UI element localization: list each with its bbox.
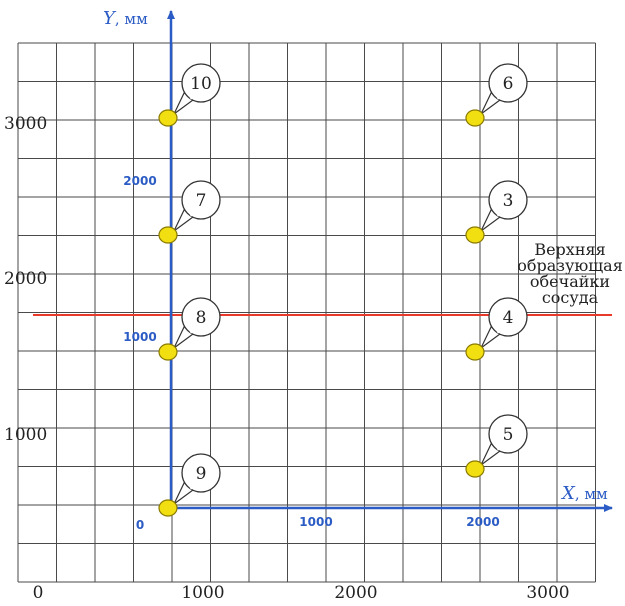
callout-seam	[492, 323, 501, 334]
callout-seam	[492, 440, 501, 451]
inner-x-tick-label: 1000	[299, 515, 332, 529]
generatrix-label-line: Верхняя	[534, 240, 605, 259]
inner-origin-label: 0	[136, 518, 144, 532]
generatrix-label-line: образующая	[517, 256, 623, 275]
inner-x-tick-label: 2000	[466, 515, 499, 529]
measurement-point-marker	[158, 343, 178, 361]
outer-origin-label: 0	[33, 583, 44, 603]
outer-axis-labels: 0 1000 2000 3000 1000 2000 3000	[4, 114, 570, 603]
measurement-point-marker	[465, 343, 485, 361]
measurement-point-marker	[465, 109, 485, 127]
point-number-label: 4	[503, 308, 514, 328]
point-number-label: 3	[503, 191, 514, 211]
outer-x-tick-label: 1000	[181, 583, 224, 603]
callout-bubble	[488, 414, 528, 454]
inner-y-tick-label: 2000	[123, 174, 156, 188]
outer-y-tick-label: 2000	[4, 269, 47, 289]
callout-bubble	[181, 297, 221, 337]
point-3: 3	[465, 180, 528, 244]
callout-seam	[185, 323, 194, 334]
callout-bubble	[181, 453, 221, 493]
point-number-label: 8	[196, 308, 207, 328]
outer-y-tick-label: 1000	[4, 425, 47, 445]
point-number-label: 7	[196, 191, 207, 211]
callout-seam	[185, 206, 194, 217]
measurement-point-marker	[158, 499, 178, 517]
callout-bubble	[181, 180, 221, 220]
callout-seam	[185, 89, 194, 100]
outer-x-tick-label: 3000	[526, 583, 569, 603]
point-4: 4	[465, 297, 528, 361]
point-number-label: 9	[196, 464, 207, 484]
inner-y-tick-label: 1000	[123, 330, 156, 344]
callout-seam	[185, 479, 194, 490]
callout-bubble	[488, 297, 528, 337]
inner-y-axis-label: Y, мм	[103, 8, 148, 29]
generatrix-label: Верхняя образующая обечайки сосуда	[517, 240, 623, 307]
measurement-point-marker	[465, 226, 485, 244]
point-5: 5	[465, 414, 528, 478]
point-number-label: 6	[503, 74, 514, 94]
outer-x-tick-label: 2000	[334, 583, 377, 603]
outer-y-tick-label: 3000	[4, 114, 47, 134]
callout-bubble	[488, 180, 528, 220]
callout-bubble	[181, 63, 221, 103]
measurement-points: 10 6 7 3 8 4 5 9	[158, 63, 528, 517]
inner-x-axis-label: X, мм	[560, 483, 608, 504]
point-10: 10	[158, 63, 221, 127]
point-8: 8	[158, 297, 221, 361]
measurement-point-marker	[158, 109, 178, 127]
point-7: 7	[158, 180, 221, 244]
point-6: 6	[465, 63, 528, 127]
generatrix-label-line: обечайки	[530, 272, 610, 291]
point-9: 9	[158, 453, 221, 517]
measurement-point-marker	[465, 460, 485, 478]
point-number-label: 10	[190, 74, 212, 94]
measurement-point-marker	[158, 226, 178, 244]
callout-seam	[492, 89, 501, 100]
generatrix-label-line: сосуда	[542, 288, 599, 307]
callout-seam	[492, 206, 501, 217]
callout-bubble	[488, 63, 528, 103]
point-number-label: 5	[503, 425, 514, 445]
